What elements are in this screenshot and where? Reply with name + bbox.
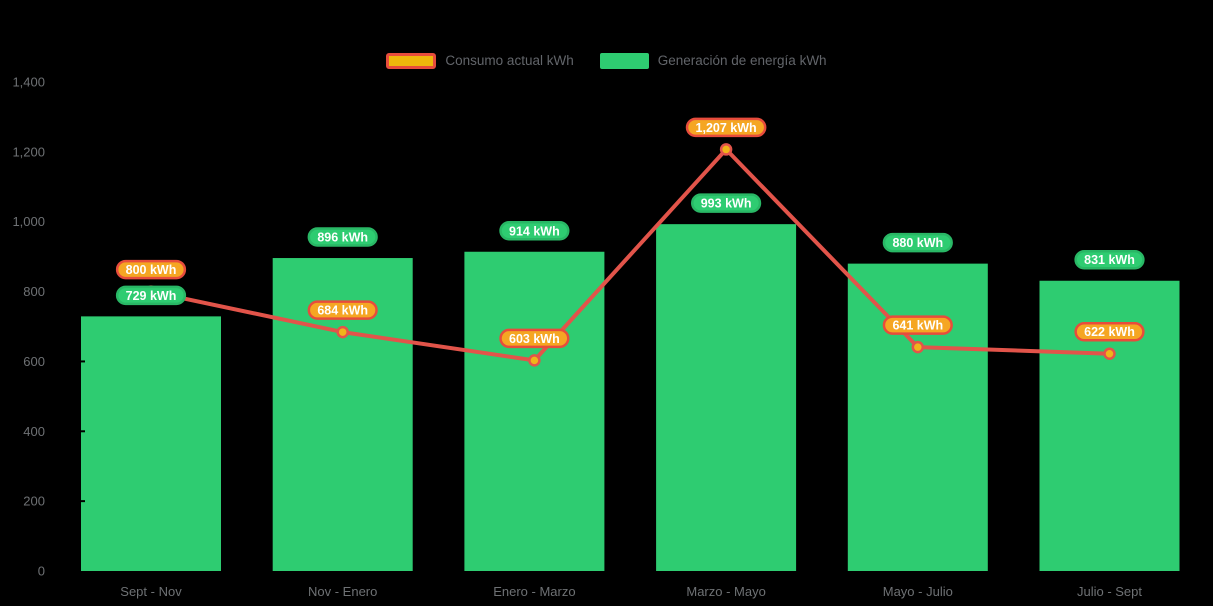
y-axis-label: 1,400 bbox=[12, 75, 45, 90]
x-axis-label: Julio - Sept bbox=[1077, 584, 1142, 599]
consumo-value-badge bbox=[882, 315, 953, 335]
y-axis-label: 200 bbox=[23, 494, 45, 509]
consumo-value-badge-text: 684 kWh bbox=[317, 304, 368, 318]
consumo-value-badge-text: 1,207 kWh bbox=[696, 121, 757, 135]
y-axis-label: 800 bbox=[23, 284, 45, 299]
bar-generacion[interactable] bbox=[81, 316, 221, 571]
consumo-value-badge bbox=[499, 328, 570, 349]
consumo-value-badge-text: 603 kWh bbox=[509, 332, 560, 346]
consumo-value-badge bbox=[307, 300, 378, 320]
bar-generacion[interactable] bbox=[847, 263, 988, 571]
consumo-value-badge bbox=[115, 259, 187, 280]
consumo-swatch-icon bbox=[386, 52, 437, 69]
generacion-value-badge-text: 993 kWh bbox=[701, 197, 752, 211]
consumo-point[interactable] bbox=[911, 340, 925, 354]
y-axis-label: 600 bbox=[23, 354, 45, 369]
consumo-point[interactable] bbox=[1103, 347, 1116, 360]
legend-label-consumo: Consumo actual kWh bbox=[445, 53, 574, 68]
y-axis-label: 1,200 bbox=[12, 144, 45, 159]
y-axis-label: 1,000 bbox=[12, 214, 45, 229]
x-axis-label: Mayo - Julio bbox=[883, 584, 953, 599]
consumo-value-badge-text: 622 kWh bbox=[1084, 325, 1135, 339]
x-axis-label: Sept - Nov bbox=[120, 584, 182, 599]
generacion-value-badge bbox=[1074, 249, 1145, 270]
generacion-value-badge-text: 880 kWh bbox=[892, 236, 943, 250]
x-axis-label: Enero - Marzo bbox=[493, 584, 575, 599]
consumo-point[interactable] bbox=[719, 143, 733, 156]
generacion-value-badge bbox=[499, 221, 570, 241]
legend-item-generacion[interactable]: Generación de energía kWh bbox=[599, 52, 827, 69]
y-axis-label: 0 bbox=[38, 564, 45, 579]
generacion-value-badge-text: 831 kWh bbox=[1084, 253, 1135, 267]
bar-generacion[interactable] bbox=[464, 251, 605, 571]
generacion-value-badge-text: 896 kWh bbox=[317, 231, 368, 245]
legend-label-generacion: Generación de energía kWh bbox=[657, 53, 827, 68]
consumo-value-badge bbox=[1074, 321, 1145, 342]
consumo-value-badge-text: 800 kWh bbox=[126, 263, 177, 277]
generacion-value-badge bbox=[690, 193, 762, 213]
consumo-line bbox=[149, 147, 1112, 363]
consumo-point[interactable] bbox=[336, 325, 349, 339]
generacion-value-badge bbox=[882, 232, 953, 253]
bar-generacion[interactable] bbox=[656, 224, 797, 571]
x-axis-label: Marzo - Mayo bbox=[686, 584, 765, 599]
generacion-value-badge bbox=[307, 227, 378, 247]
y-axis-label: 400 bbox=[23, 424, 45, 439]
generacion-value-badge-text: 914 kWh bbox=[509, 224, 560, 238]
generacion-value-badge bbox=[115, 285, 187, 306]
generacion-value-badge-text: 729 kWh bbox=[126, 289, 177, 303]
x-axis-label: Nov - Enero bbox=[308, 584, 377, 599]
legend-item-consumo[interactable]: Consumo actual kWh bbox=[386, 52, 574, 69]
generacion-swatch-icon bbox=[599, 52, 649, 69]
consumo-point[interactable] bbox=[528, 354, 541, 367]
chart-legend: Consumo actual kWh Generación de energía… bbox=[0, 52, 1213, 69]
consumo-value-badge bbox=[685, 117, 767, 138]
consumo-value-badge-text: 641 kWh bbox=[892, 319, 943, 333]
